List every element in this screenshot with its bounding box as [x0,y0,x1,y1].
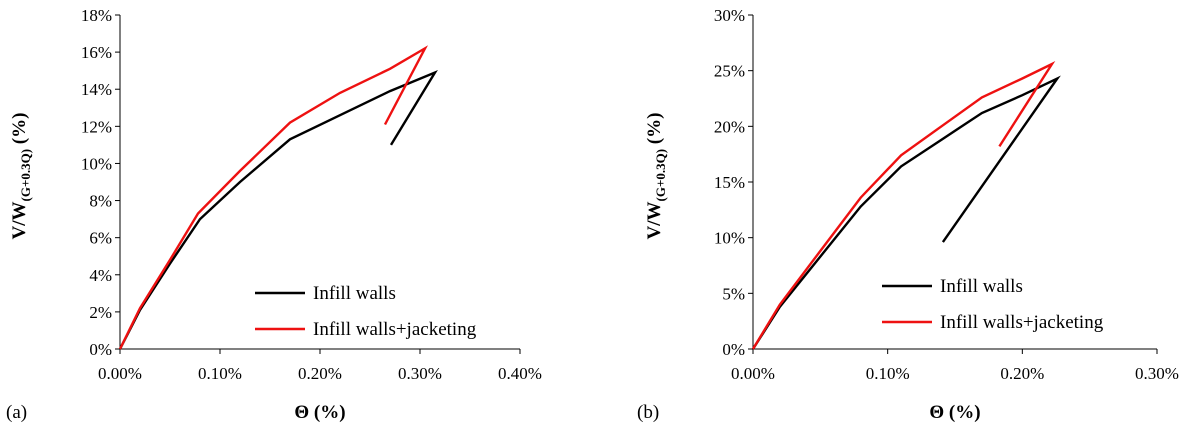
legend-label: Infill walls [313,283,396,304]
y-axis-title-main: V/W [9,201,30,239]
legend: Infill walls Infill walls+jacketing [882,276,1104,333]
series-line-infill-walls [118,69,438,350]
series-line-infill-walls-jacketing [118,45,429,350]
chart-panel-b: 0% 5% 10% 15% 20% 25% 30% 0.00% 0.10% 0.20% 0.30% I… [637,6,1179,423]
y-tick-label: 25% [714,62,745,81]
y-tick-label: 5% [722,284,745,303]
x-tick-label: 0.30% [398,364,442,383]
series-line-infill-walls [751,75,1061,350]
x-tick-label: 0.20% [1000,364,1044,383]
legend-label: Infill walls+jacketing [940,312,1104,333]
panel-label: (a) [6,402,27,423]
x-tick-label: 0.10% [198,364,242,383]
y-axis-title-unit: (%) [9,113,30,149]
legend: Infill walls Infill walls+jacketing [255,283,477,340]
legend-label: Infill walls+jacketing [313,319,477,340]
y-tick-label: 12% [81,117,112,136]
series-line-infill-walls-jacketing [751,61,1056,350]
y-axis-title-main: V/W [644,201,665,239]
y-tick-label: 14% [81,80,112,99]
y-tick-label: 10% [81,154,112,173]
x-tick-label: 0.20% [298,364,342,383]
x-tick-label: 0.30% [1135,364,1179,383]
y-tick-label: 0% [89,340,112,359]
y-tick-label: 18% [81,6,112,25]
x-tick-label: 0.00% [98,364,142,383]
y-tick-label: 0% [722,340,745,359]
x-axis-title: Θ (%) [929,402,980,423]
y-axis-title: V/W(G+0.3Q) (%) [644,113,668,240]
legend-label: Infill walls [940,276,1023,297]
x-tick-label: 0.40% [498,364,542,383]
y-tick-label: 6% [89,229,112,248]
y-tick-label: 30% [714,6,745,25]
y-tick-label: 4% [89,266,112,285]
y-axis-title-unit: (%) [644,113,665,149]
panel-label: (b) [637,402,659,423]
chart-panel-a: 0% 2% 4% 6% 8% 10% 12% 14% 16% 18% 0.00% 0.10% 0.20%… [6,6,542,423]
y-axis-title-subscript: (G+0.3Q) [18,149,33,202]
x-tick-label: 0.00% [731,364,775,383]
x-axis-title: Θ (%) [294,402,345,423]
y-tick-label: 16% [81,43,112,62]
x-tick-label: 0.10% [866,364,910,383]
y-tick-label: 15% [714,173,745,192]
y-tick-label: 8% [89,192,112,211]
y-tick-label: 2% [89,303,112,322]
y-axis-title: V/W(G+0.3Q) (%) [9,113,33,240]
y-axis-title-subscript: (G+0.3Q) [653,149,668,202]
y-tick-label: 10% [714,229,745,248]
y-tick-label: 20% [714,117,745,136]
